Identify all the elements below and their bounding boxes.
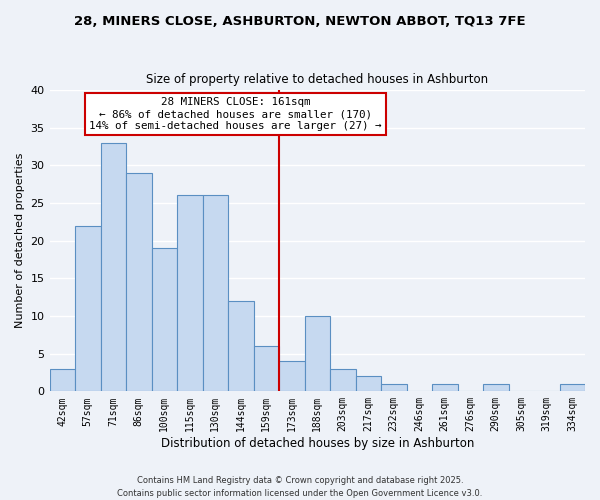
Bar [75, 226, 101, 392]
Bar [483, 384, 509, 392]
Bar [126, 173, 152, 392]
Text: Contains HM Land Registry data © Crown copyright and database right 2025.
Contai: Contains HM Land Registry data © Crown c… [118, 476, 482, 498]
Bar [228, 301, 254, 392]
Bar [254, 346, 279, 392]
Bar [432, 384, 458, 392]
Bar [305, 316, 330, 392]
Bar [279, 361, 305, 392]
Bar [50, 368, 75, 392]
Bar [101, 142, 126, 392]
Text: 28, MINERS CLOSE, ASHBURTON, NEWTON ABBOT, TQ13 7FE: 28, MINERS CLOSE, ASHBURTON, NEWTON ABBO… [74, 15, 526, 28]
X-axis label: Distribution of detached houses by size in Ashburton: Distribution of detached houses by size … [161, 437, 474, 450]
Text: 28 MINERS CLOSE: 161sqm
← 86% of detached houses are smaller (170)
14% of semi-d: 28 MINERS CLOSE: 161sqm ← 86% of detache… [89, 98, 382, 130]
Bar [560, 384, 585, 392]
Bar [330, 368, 356, 392]
Y-axis label: Number of detached properties: Number of detached properties [15, 153, 25, 328]
Title: Size of property relative to detached houses in Ashburton: Size of property relative to detached ho… [146, 73, 488, 86]
Bar [152, 248, 177, 392]
Bar [356, 376, 381, 392]
Bar [177, 196, 203, 392]
Bar [381, 384, 407, 392]
Bar [203, 196, 228, 392]
